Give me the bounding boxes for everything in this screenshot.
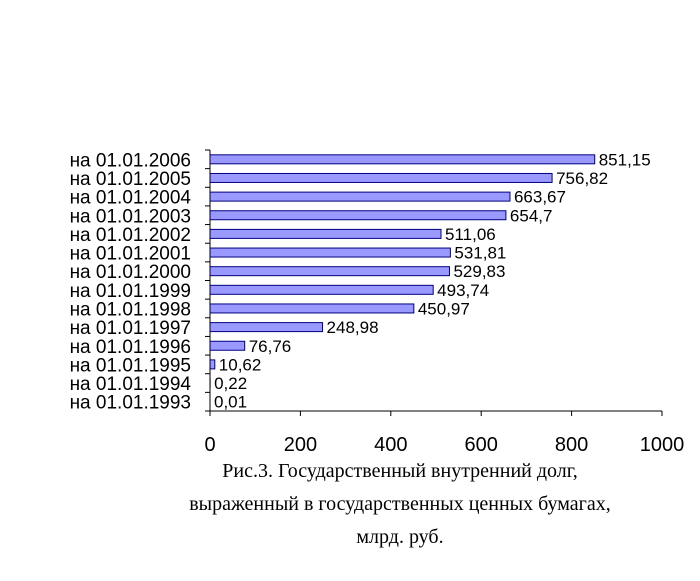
data-label: 10,62: [219, 355, 262, 374]
data-label: 493,74: [437, 281, 489, 300]
data-label: 0,22: [214, 374, 247, 393]
bar: [209, 172, 553, 183]
category-label: на 01.01.2001: [70, 244, 191, 265]
bar: [209, 322, 324, 333]
x-tick-label: 600: [465, 434, 498, 456]
category-label: на 01.01.2004: [70, 188, 192, 209]
category-label: на 01.01.1997: [70, 318, 191, 339]
data-label: 511,06: [445, 225, 496, 244]
bar: [209, 247, 451, 258]
data-label: 756,82: [556, 169, 608, 188]
bar: [209, 210, 507, 221]
bars-group: [209, 154, 596, 389]
bar: [209, 266, 450, 277]
category-label: на 01.01.2005: [70, 169, 191, 190]
category-label: на 01.01.1999: [70, 281, 191, 302]
category-label: на 01.01.1998: [70, 299, 191, 320]
data-label: 76,76: [249, 337, 292, 356]
caption-line-3: млрд. руб.: [356, 526, 444, 548]
bar: [209, 303, 415, 314]
bar: [209, 191, 511, 202]
bar: [209, 228, 442, 239]
chart-caption: Рис.3. Государственный внутренний долг, …: [110, 455, 690, 554]
axes-group: [205, 149, 662, 412]
data-label: 529,83: [453, 262, 505, 281]
x-tick-label: 1000: [640, 434, 685, 456]
category-label: на 01.01.1994: [70, 374, 192, 395]
category-label: на 01.01.1996: [70, 337, 191, 358]
x-tick-label: 0: [204, 434, 215, 456]
bar: [209, 359, 216, 370]
category-label: на 01.01.1995: [70, 355, 191, 376]
x-tick-label: 400: [374, 434, 407, 456]
bar: [209, 284, 434, 295]
category-label: на 01.01.1993: [70, 393, 191, 414]
x-tick-label: 800: [555, 434, 588, 456]
category-label: на 01.01.2003: [70, 206, 191, 227]
bar: [209, 154, 596, 165]
x-ticks-group: 0 200 400 600 800 1000: [204, 411, 684, 456]
x-tick-label: 200: [284, 434, 317, 456]
data-label: 663,67: [514, 188, 566, 207]
category-label: на 01.01.2000: [70, 262, 191, 283]
data-label: 654,7: [510, 206, 553, 225]
category-label: на 01.01.2002: [70, 225, 191, 246]
data-label: 450,97: [418, 299, 470, 318]
data-label: 531,81: [454, 244, 506, 263]
bar: [209, 340, 246, 351]
data-label: 248,98: [327, 318, 379, 337]
caption-line-1: Рис.3. Государственный внутренний долг,: [222, 460, 578, 482]
data-label: 0,01: [214, 393, 247, 412]
caption-line-2: выраженный в государственных ценных бума…: [189, 493, 611, 515]
data-label: 851,15: [599, 150, 651, 169]
category-label: на 01.01.2006: [70, 150, 191, 171]
